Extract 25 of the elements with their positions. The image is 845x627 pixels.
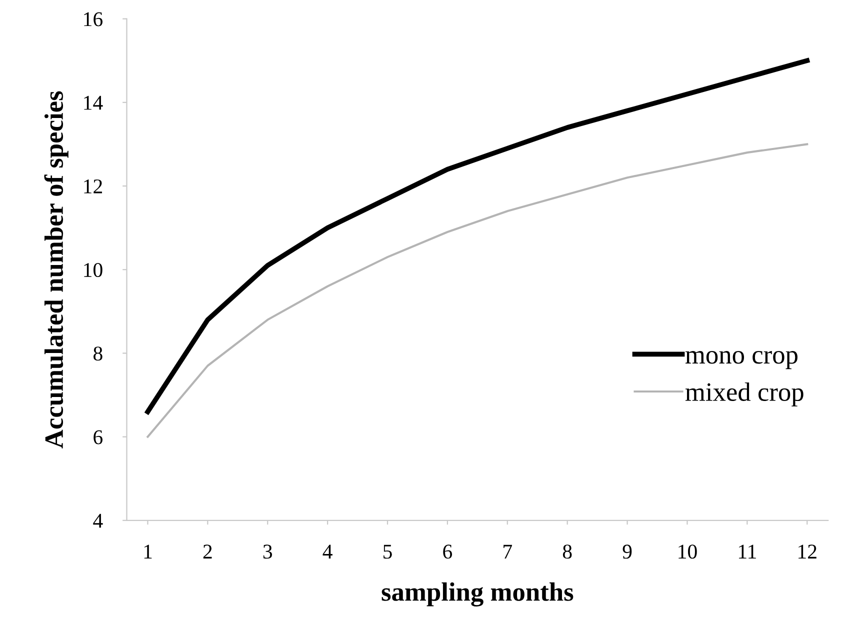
x-tick-label: 9	[622, 544, 632, 559]
y-tick-label: 14	[84, 96, 103, 110]
x-tick-label: 8	[562, 544, 572, 559]
y-tick-label: 6	[94, 430, 103, 444]
y-tick-label: 16	[84, 12, 103, 26]
x-tick-label: 5	[384, 544, 392, 559]
x-tick-label: 11	[738, 544, 756, 558]
x-tick-label: 7	[504, 544, 512, 558]
x-tick-label: 1	[144, 544, 152, 558]
legend-label: mono crop	[685, 351, 798, 370]
y-tick-label: 8	[94, 346, 102, 361]
x-tick-label: 4	[322, 544, 332, 558]
x-axis-title: sampling months	[382, 582, 574, 606]
x-tick-label: 6	[443, 544, 452, 559]
y-axis-title: Accumulated number of species	[44, 91, 68, 448]
y-tick-label: 10	[84, 262, 102, 278]
x-tick-label: 12	[798, 544, 816, 558]
y-tick-label: 12	[84, 179, 102, 194]
line-series	[145, 58, 810, 414]
legend-label: mixed crop	[685, 382, 804, 406]
y-tick-label: 4	[93, 514, 103, 528]
x-tick-label: 10	[678, 544, 697, 559]
x-tick-label: 2	[203, 544, 212, 558]
x-tick-label: 3	[263, 544, 272, 559]
line-series	[146, 143, 808, 438]
